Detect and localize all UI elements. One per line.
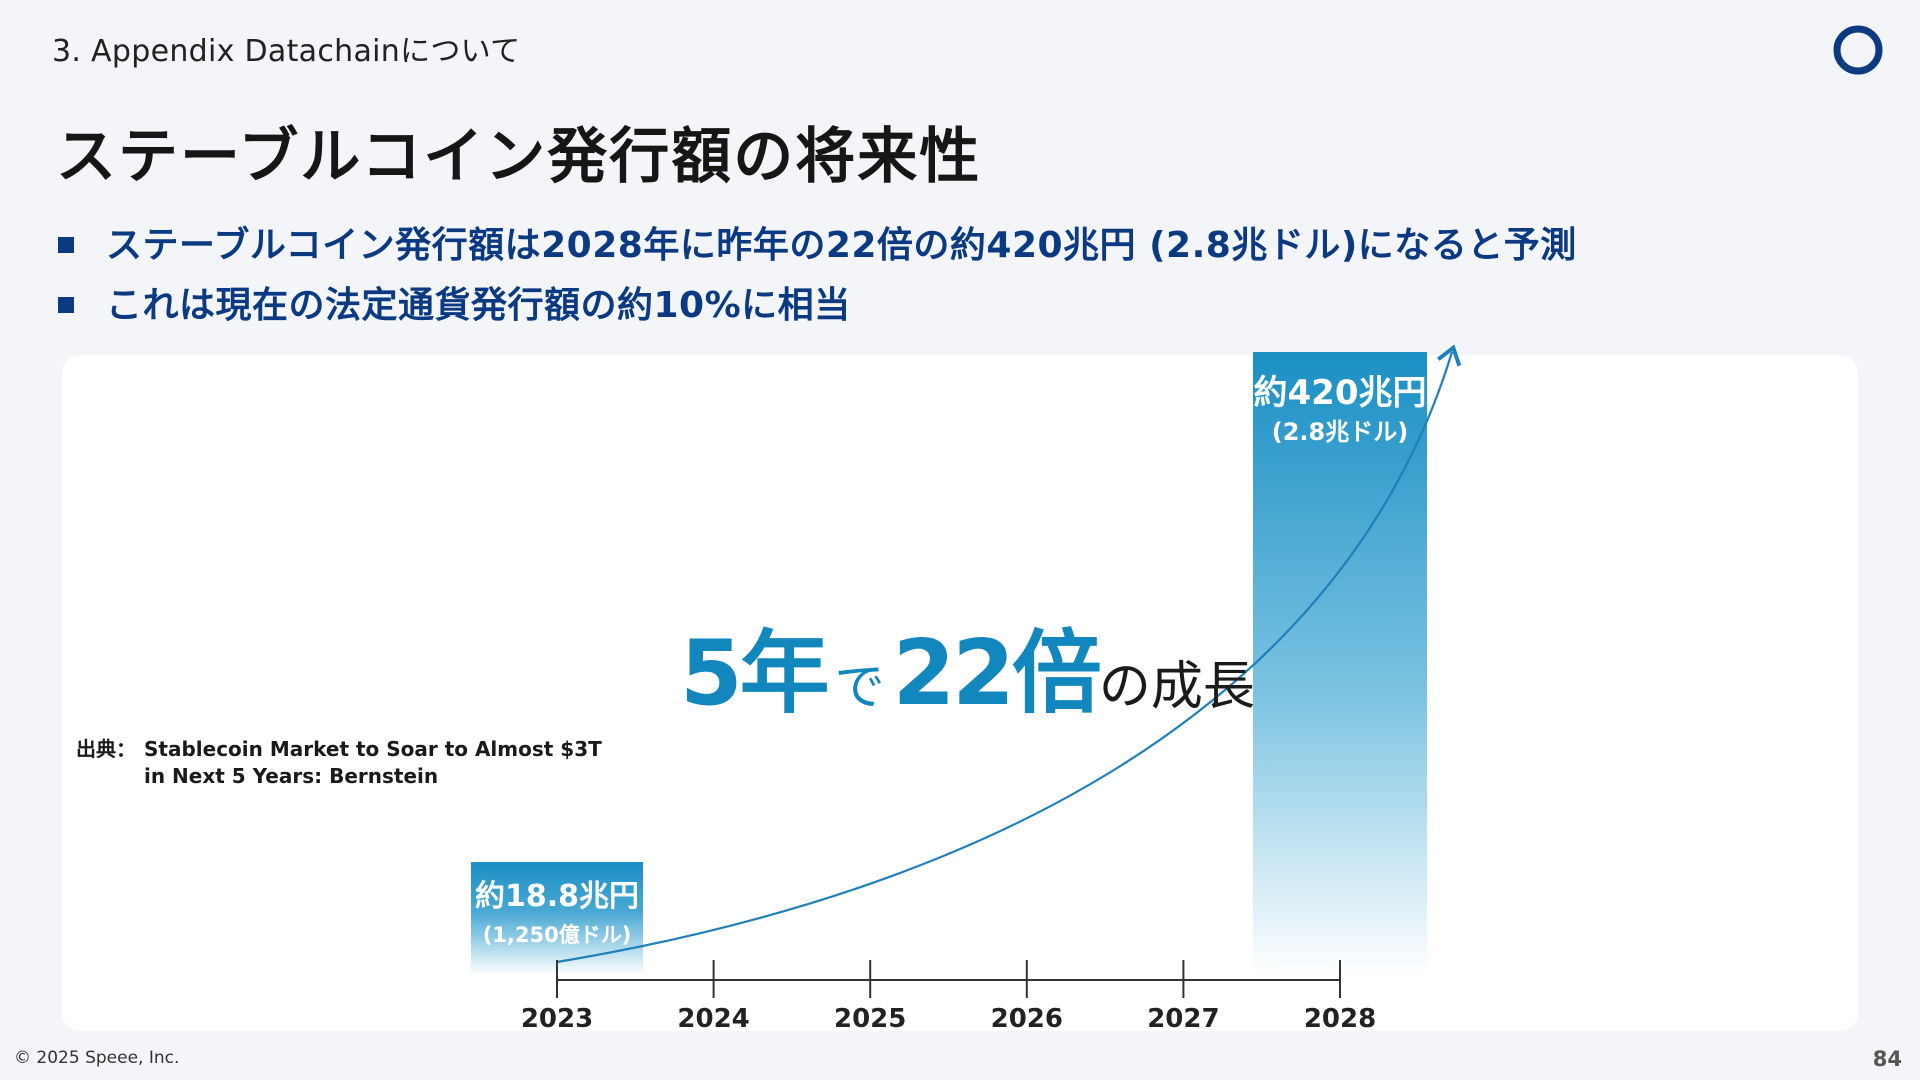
headline-years: 5年 <box>680 621 830 726</box>
source-label: 出典： <box>76 737 136 761</box>
bullet-item: これは現在の法定通貨発行額の約10%に相当 <box>58 272 1577 332</box>
company-logo-icon <box>1833 25 1883 75</box>
x-tick-label: 2025 <box>834 1004 906 1034</box>
copyright: © 2025 Speee, Inc. <box>14 1048 180 1068</box>
square-bullet-icon <box>58 297 74 313</box>
page-title: ステーブルコイン発行額の将来性 <box>56 122 982 192</box>
headline-growth: の成長 <box>1098 657 1255 717</box>
headline-multiple: 22倍 <box>892 621 1102 726</box>
bar-sub-label: (1,250億ドル) <box>483 923 632 947</box>
growth-curve <box>556 344 1462 964</box>
x-tick-label: 2023 <box>521 1004 593 1034</box>
bullet-item: ステーブルコイン発行額は2028年に昨年の22倍の約420兆円 (2.8兆ドル)… <box>58 212 1577 272</box>
bar-value-label: 約18.8兆円 <box>475 879 639 914</box>
source-line-2: in Next 5 Years: Bernstein <box>144 764 439 788</box>
square-bullet-icon <box>58 237 74 253</box>
x-tick-label: 2024 <box>677 1004 749 1034</box>
bullet-text: ステーブルコイン発行額は2028年に昨年の22倍の約420兆円 (2.8兆ドル)… <box>106 225 1577 266</box>
bar-2028 <box>1253 352 1427 975</box>
bar-2023 <box>471 862 643 975</box>
page-number: 84 <box>1872 1047 1902 1071</box>
source-line-1: Stablecoin Market to Soar to Almost $3T <box>144 737 602 761</box>
bullet-text: これは現在の法定通貨発行額の約10%に相当 <box>106 285 851 326</box>
chart-card <box>62 355 1858 1031</box>
growth-headline: 5年 で22倍の成長 <box>680 600 1255 730</box>
x-tick-label: 2028 <box>1304 1004 1376 1034</box>
x-tick-label: 2026 <box>991 1004 1063 1034</box>
headline-particle: で <box>834 658 885 716</box>
x-tick-label: 2027 <box>1147 1004 1219 1034</box>
bar-value-label: 約420兆円 <box>1254 373 1427 413</box>
bar-sub-label: (2.8兆ドル) <box>1272 418 1408 446</box>
source-note: 出典： Stablecoin Market to Soar to Almost … <box>76 736 602 790</box>
bullet-list: ステーブルコイン発行額は2028年に昨年の22倍の約420兆円 (2.8兆ドル)… <box>58 212 1577 332</box>
section-label: 3. Appendix Datachainについて <box>52 34 521 69</box>
